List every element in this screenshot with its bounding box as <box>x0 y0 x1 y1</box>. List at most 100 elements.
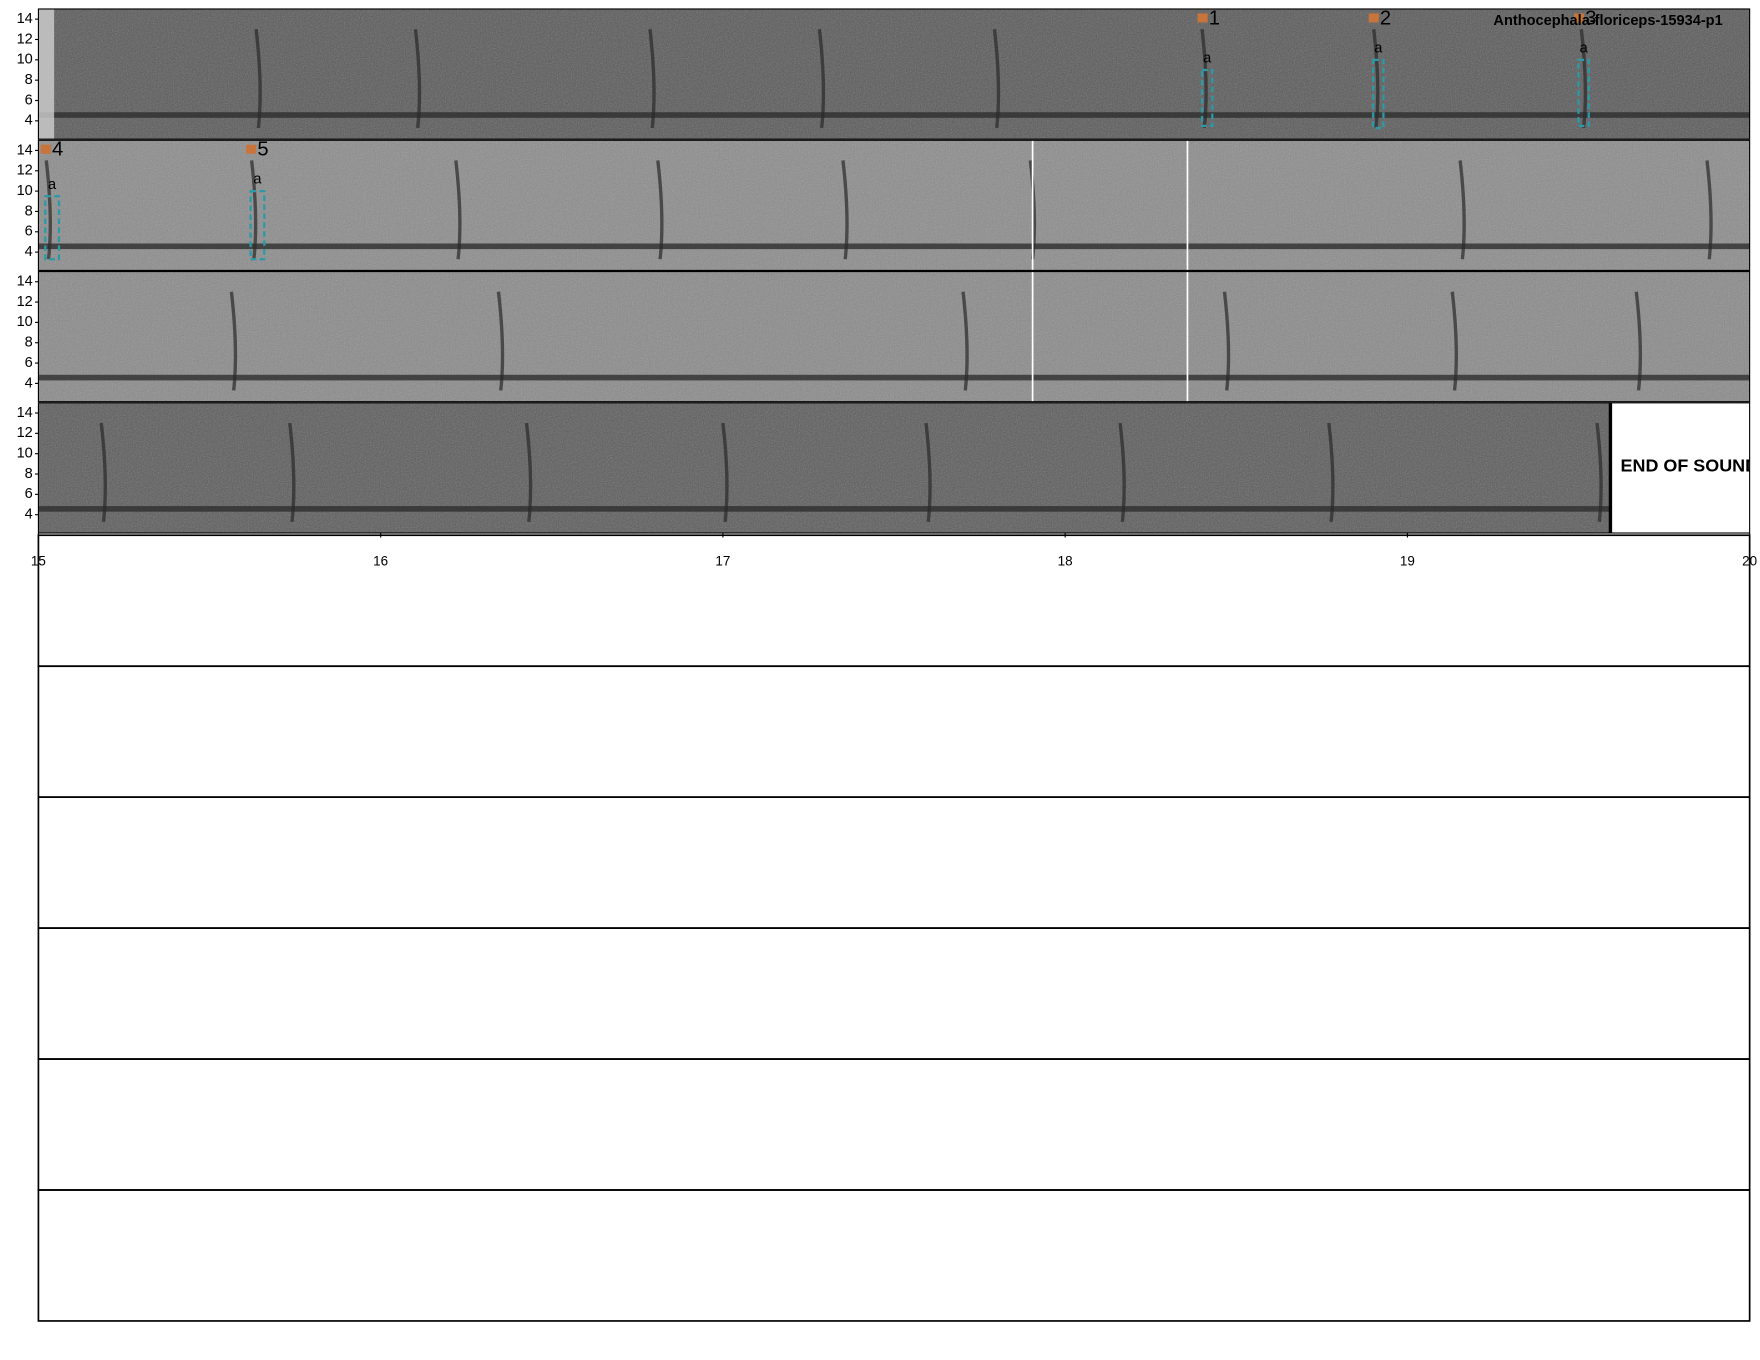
chirp <box>1579 28 1588 129</box>
annotation-id: 5 <box>257 139 268 161</box>
chirp <box>1118 422 1126 522</box>
noise-band <box>38 374 1750 381</box>
annotation-label: a <box>1374 40 1383 56</box>
y-tick-label: 4 <box>25 375 33 391</box>
annotation-id: 3 <box>1585 7 1596 29</box>
y-tick-label: 6 <box>25 92 33 108</box>
y-tick-label: 10 <box>17 446 33 462</box>
chirp <box>721 422 729 522</box>
chirp <box>1705 160 1713 260</box>
empty-panel <box>37 927 1751 1060</box>
row-frame <box>37 270 1751 403</box>
y-tick-label: 6 <box>25 224 33 240</box>
y-tick-label: 12 <box>17 163 33 179</box>
chirp <box>841 160 849 260</box>
chirp <box>1372 28 1380 129</box>
axes: 4 6 8 10 12 14 4 6 8 10 12 14 4 6 8 10 12 14 4 6 8 10 12 14 a 1 a 2… <box>17 7 1757 1322</box>
y-tick-label: 14 <box>17 142 33 158</box>
empty-panel <box>37 796 1751 929</box>
edge-strip <box>38 8 55 140</box>
chirp <box>454 160 462 260</box>
annotation-box <box>44 195 61 261</box>
y-tick-label: 4 <box>25 244 33 260</box>
annotation-label: a <box>48 177 57 193</box>
x-tick-label: 18 <box>1058 554 1073 569</box>
row-frame <box>37 139 1751 271</box>
annotation-id: 2 <box>1380 7 1391 29</box>
y-tick-label: 12 <box>17 31 33 47</box>
annotation-marker <box>1197 13 1208 23</box>
noise-band <box>38 506 1750 512</box>
chirp <box>288 422 296 522</box>
annotation-id: 1 <box>1209 7 1220 29</box>
chirp <box>656 160 664 260</box>
y-tick-label: 12 <box>17 425 33 441</box>
annotation-marker <box>1574 13 1585 23</box>
y-tick-label: 4 <box>25 113 33 129</box>
chirp <box>249 160 258 260</box>
y-tick-label: 10 <box>17 52 33 68</box>
y-tick-label: 14 <box>17 11 33 27</box>
empty-panel <box>37 534 1751 668</box>
y-tick-label: 8 <box>25 466 33 482</box>
annotation-label: a <box>1580 40 1589 56</box>
chirp <box>817 28 826 129</box>
chirp <box>1634 291 1643 391</box>
annotation-label: a <box>253 172 262 188</box>
row-frame <box>37 8 1751 140</box>
chirp <box>44 160 52 260</box>
annotation-box <box>1200 68 1214 128</box>
y-tick-label: 6 <box>25 486 33 502</box>
chirp <box>524 422 533 522</box>
y-tick-label: 14 <box>17 274 33 290</box>
row-frame <box>37 402 1751 534</box>
y-tick-label: 10 <box>17 314 33 330</box>
chirp <box>99 422 107 522</box>
chirp <box>924 422 932 522</box>
chirp <box>1458 160 1466 260</box>
y-tick-label: 6 <box>25 355 33 371</box>
empty-panel <box>37 665 1751 798</box>
y-tick-label: 8 <box>25 72 33 88</box>
y-tick-label: 8 <box>25 335 33 351</box>
chirp <box>254 28 262 129</box>
chirp <box>1450 291 1458 391</box>
annotation-id: 4 <box>52 139 63 161</box>
empty-panel <box>37 1189 1751 1322</box>
y-tick-label: 12 <box>17 294 33 310</box>
noise-band <box>38 243 1750 250</box>
spectrogram-noise <box>38 271 1750 402</box>
chirp <box>413 28 422 129</box>
empty-panel <box>37 1058 1751 1191</box>
chart-title: Anthocephala-floriceps-15934-p1 <box>1493 13 1722 29</box>
annotation-box <box>1372 58 1385 130</box>
chirp <box>496 291 505 391</box>
end-label: END OF SOUND <box>1621 456 1759 476</box>
x-tick-label: 16 <box>373 554 388 569</box>
y-tick-label: 8 <box>25 203 33 219</box>
chirp <box>229 291 238 391</box>
y-tick-label: 4 <box>25 507 33 523</box>
chirp <box>1200 28 1208 129</box>
spectrogram-noise <box>38 140 1750 271</box>
x-tick-label: 17 <box>715 554 730 569</box>
end-of-sound <box>1609 402 1750 534</box>
annotation-box <box>249 189 266 261</box>
spectrogram-noise <box>38 402 1750 534</box>
spectrogram-rows: END OF SOUND <box>38 8 1759 534</box>
chirp <box>1595 422 1603 522</box>
chirp <box>961 291 969 391</box>
x-tick-label: 19 <box>1400 554 1415 569</box>
annotation-label: a <box>1203 51 1212 67</box>
annotation-marker <box>246 144 257 154</box>
chirp <box>992 28 1001 129</box>
annotation-marker <box>1368 13 1379 23</box>
chirp <box>1222 291 1231 391</box>
annotation-marker <box>40 144 51 154</box>
y-tick-label: 10 <box>17 183 33 199</box>
annotation-box <box>1577 58 1590 128</box>
chirp <box>1327 422 1335 522</box>
y-tick-label: 14 <box>17 405 33 421</box>
